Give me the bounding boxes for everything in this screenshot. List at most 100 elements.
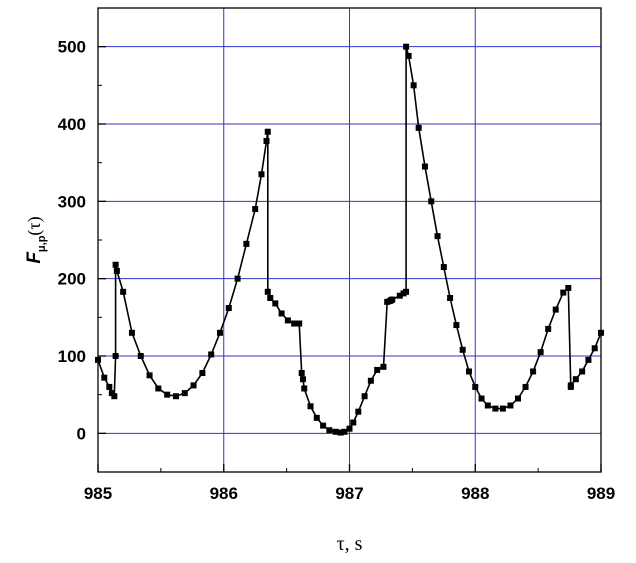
y-tick-label: 500 (58, 38, 86, 57)
data-point (499, 405, 506, 412)
data-point (598, 329, 604, 336)
data-point (181, 390, 188, 397)
y-tick-labels: 0 100 200 300 400 500 (58, 38, 86, 444)
data-point (484, 402, 491, 409)
data-point (307, 403, 314, 410)
data-point (591, 345, 598, 352)
data-point (560, 289, 567, 296)
x-tick-label: 987 (335, 484, 363, 503)
data-point (108, 390, 115, 397)
data-point (284, 317, 291, 324)
data-point (350, 419, 357, 426)
data-point (243, 240, 250, 247)
data-point (341, 428, 348, 435)
data-point (361, 393, 368, 400)
data-point (106, 383, 113, 390)
series-markers (95, 43, 604, 436)
y-tick-label: 100 (58, 347, 86, 366)
data-point (565, 284, 572, 291)
data-point (299, 376, 306, 383)
data-point (421, 163, 428, 170)
data-point (537, 349, 544, 356)
data-point (403, 43, 410, 50)
data-point (507, 402, 514, 409)
x-tick-label: 989 (587, 484, 615, 503)
data-point (415, 124, 422, 131)
data-point (199, 370, 206, 377)
data-point (410, 82, 417, 89)
data-point (301, 385, 308, 392)
data-point (346, 425, 353, 432)
grid-lines (98, 8, 601, 472)
data-point (172, 393, 179, 400)
data-point (492, 405, 499, 412)
data-point (478, 395, 485, 402)
data-point (120, 288, 127, 295)
data-point (389, 296, 396, 303)
data-point (258, 171, 265, 178)
y-tick-label: 0 (77, 424, 86, 443)
data-point (396, 292, 403, 299)
data-point (263, 138, 270, 145)
data-point (374, 366, 381, 373)
data-point (234, 275, 241, 282)
data-point (434, 233, 441, 240)
data-point (112, 261, 119, 268)
data-point (380, 363, 387, 370)
data-point (190, 382, 197, 389)
data-point (585, 356, 592, 363)
data-point (216, 329, 223, 336)
data-point (545, 325, 552, 332)
data-point (567, 382, 574, 389)
data-point (332, 428, 339, 435)
x-tick-label: 986 (210, 484, 238, 503)
axis-ticks (97, 46, 602, 473)
x-tick-labels: 985 986 987 988 989 (84, 484, 615, 503)
data-point (465, 368, 472, 375)
data-point (111, 393, 118, 400)
data-point (552, 306, 559, 313)
x-axis-label: τ, s (337, 533, 363, 555)
data-point (101, 374, 108, 381)
data-point (515, 395, 522, 402)
data-point (252, 206, 259, 213)
data-point (95, 356, 101, 363)
data-point (137, 353, 144, 359)
data-point (326, 427, 333, 434)
y-tick-label: 300 (58, 192, 86, 211)
data-point (530, 368, 537, 375)
x-tick-label: 985 (84, 484, 112, 503)
data-point (146, 372, 153, 379)
data-point (459, 346, 466, 353)
data-point (403, 288, 410, 295)
data-point (472, 383, 479, 390)
data-point (428, 198, 435, 205)
data-point (572, 376, 579, 383)
y-tick-label: 400 (58, 115, 86, 134)
data-point (320, 422, 327, 429)
data-point (405, 52, 412, 59)
y-axis-label-subscript: μ,p (36, 235, 48, 252)
y-tick-label: 200 (58, 270, 86, 289)
data-point (264, 128, 271, 135)
data-point (112, 353, 119, 359)
data-point (579, 368, 586, 375)
data-point (225, 305, 232, 312)
data-point (453, 322, 460, 329)
data-point (337, 429, 344, 436)
data-point (264, 288, 271, 295)
y-axis-label-argument: (τ) (24, 216, 45, 235)
data-point (522, 383, 529, 390)
data-point (208, 351, 215, 358)
y-axis-label: Fμ,p(τ) (24, 216, 48, 263)
data-point (291, 320, 298, 327)
x-tick-label: 988 (461, 484, 489, 503)
data-point (298, 370, 305, 377)
data-point (272, 300, 279, 307)
data-point (447, 295, 454, 301)
data-point (296, 320, 303, 327)
y-axis-label-main: F (24, 251, 45, 264)
data-point (128, 329, 135, 336)
data-point (164, 391, 171, 398)
